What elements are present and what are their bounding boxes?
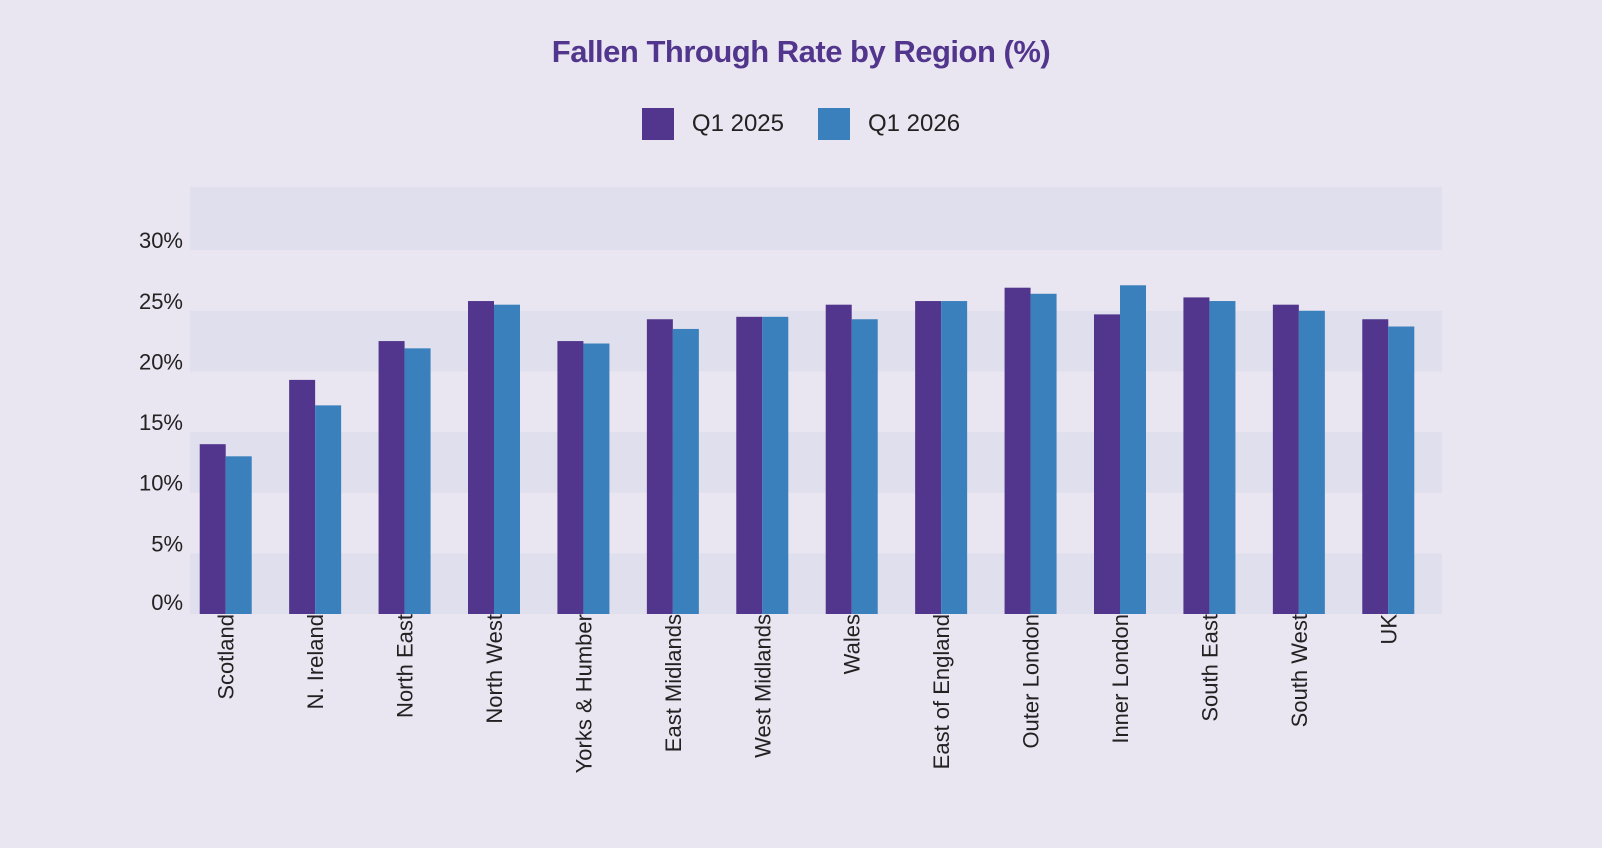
bar-q1-2026 [404, 348, 431, 614]
grid-band [190, 250, 1442, 311]
legend-item-q1-2026: Q1 2026 [818, 108, 960, 140]
bar-q1-2026 [315, 405, 342, 614]
grid-band [190, 492, 1442, 554]
grid-band [190, 310, 1442, 372]
grid-band [190, 187, 1442, 251]
bar-q1-2026 [851, 319, 878, 614]
bar-q1-2025 [646, 319, 673, 614]
x-tick-label: East of England [929, 614, 954, 769]
bar-q1-2025 [378, 341, 405, 614]
bar-q1-2025 [199, 444, 226, 614]
bar-q1-2026 [225, 456, 252, 614]
bar-q1-2025 [468, 301, 494, 614]
x-tick-label: Yorks & Humber [571, 614, 596, 773]
y-tick-label: 30% [139, 228, 183, 253]
y-tick-label: 10% [139, 471, 183, 496]
bar-q1-2025 [1004, 287, 1031, 614]
y-tick-label: 5% [151, 531, 183, 556]
x-tick-label: West Midlands [750, 614, 775, 758]
bar-q1-2025 [1183, 297, 1210, 614]
chart-title: Fallen Through Rate by Region (%) [551, 34, 1051, 69]
x-tick-label: Inner London [1108, 614, 1133, 744]
bar-q1-2026 [672, 328, 699, 614]
legend-swatch-q1-2026 [818, 108, 850, 140]
x-tick-label: Outer London [1019, 614, 1044, 749]
x-tick-label: East Midlands [661, 614, 686, 752]
x-tick-label: N. Ireland [303, 614, 328, 709]
x-tick-label: North East [393, 614, 418, 718]
bar-q1-2025 [825, 304, 852, 614]
bar-q1-2026 [1209, 301, 1236, 614]
x-tick-label: South East [1197, 614, 1222, 722]
bar-q1-2025 [1094, 314, 1120, 614]
legend-swatch-q1-2025 [641, 108, 674, 140]
bar-q1-2026 [941, 301, 968, 614]
grid-band [190, 432, 1442, 493]
bar-q1-2026 [583, 343, 610, 614]
bar-q1-2025 [289, 379, 316, 614]
y-tick-label: 0% [151, 590, 183, 615]
bar-q1-2025 [1362, 319, 1389, 614]
bar-q1-2026 [1388, 326, 1415, 614]
bar-q1-2026 [1120, 285, 1146, 614]
bar-q1-2025 [915, 301, 942, 614]
x-tick-label: Wales [840, 614, 865, 674]
x-tick-label: North West [482, 614, 507, 724]
y-tick-label: 25% [139, 289, 183, 314]
legend: Q1 2025 Q1 2026 [0, 108, 1602, 140]
bar-q1-2026 [1298, 310, 1325, 614]
legend-item-q1-2025: Q1 2025 [641, 108, 784, 140]
x-tick-label: South West [1287, 614, 1312, 727]
y-tick-label: 15% [139, 410, 183, 435]
bar-q1-2025 [557, 341, 584, 614]
grid-band [190, 553, 1442, 614]
bar-q1-2026 [1030, 293, 1057, 614]
bar-q1-2026 [494, 304, 520, 614]
bar-q1-2025 [736, 316, 763, 614]
x-tick-label: Scotland [214, 614, 239, 700]
x-tick-label: UK [1376, 614, 1401, 645]
grid-band [190, 371, 1442, 433]
bar-q1-2026 [762, 316, 789, 614]
bar-q1-2025 [1272, 304, 1299, 614]
legend-label: Q1 2025 [691, 110, 784, 137]
y-tick-label: 20% [139, 349, 183, 374]
legend-label: Q1 2026 [868, 110, 961, 137]
